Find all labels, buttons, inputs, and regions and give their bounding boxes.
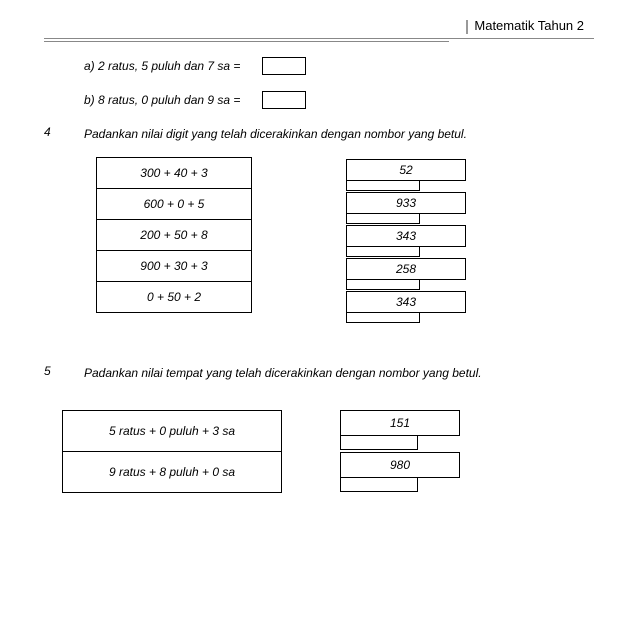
q4-right-tab [346, 280, 420, 290]
q4-left-cell: 300 + 40 + 3 [96, 157, 252, 189]
header-title: Matematik Tahun 2 [474, 18, 584, 33]
q5-right-column: 151 980 [340, 410, 460, 494]
q4-right-tab [346, 247, 420, 257]
header-rule [44, 41, 449, 42]
q4-match-area: 300 + 40 + 3 600 + 0 + 5 200 + 50 + 8 90… [96, 157, 594, 324]
q4-right-tab [346, 313, 420, 323]
q4-right-cell: 343 [346, 291, 466, 323]
q4-right-cell: 933 [346, 192, 466, 224]
q4-right-tab [346, 214, 420, 224]
answer-box-b[interactable] [262, 91, 306, 109]
q4-right-column: 52 933 343 258 343 [346, 159, 466, 324]
q4-left-column: 300 + 40 + 3 600 + 0 + 5 200 + 50 + 8 90… [96, 157, 252, 324]
question-4-number: 4 [44, 125, 84, 139]
q4-left-cell: 200 + 50 + 8 [96, 219, 252, 251]
q4-right-value: 343 [346, 291, 466, 313]
q5-right-tab [340, 478, 418, 492]
q4-left-cell: 600 + 0 + 5 [96, 188, 252, 220]
q4-left-cell: 900 + 30 + 3 [96, 250, 252, 282]
q5-left-cell: 5 ratus + 0 puluh + 3 sa [62, 410, 282, 452]
worksheet-page: Matematik Tahun 2 a) 2 ratus, 5 puluh da… [0, 0, 638, 494]
q5-right-cell: 980 [340, 452, 460, 494]
q4-right-value: 933 [346, 192, 466, 214]
q4-left-cell: 0 + 50 + 2 [96, 281, 252, 313]
q5-right-value: 980 [340, 452, 460, 478]
q4-right-cell: 52 [346, 159, 466, 191]
q4-right-cell: 343 [346, 225, 466, 257]
q4-right-tab [346, 181, 420, 191]
q5-right-tab [340, 436, 418, 450]
question-4-row: 4 Padankan nilai digit yang telah dicera… [44, 125, 594, 143]
q5-right-value: 151 [340, 410, 460, 436]
header-bar-icon [466, 20, 468, 34]
question-4-text: Padankan nilai digit yang telah diceraki… [84, 125, 467, 143]
q4-right-value: 52 [346, 159, 466, 181]
q5-left-column: 5 ratus + 0 puluh + 3 sa 9 ratus + 8 pul… [62, 410, 282, 494]
q5-left-cell: 9 ratus + 8 puluh + 0 sa [62, 451, 282, 493]
question-5-number: 5 [44, 364, 84, 378]
question-a-text: a) 2 ratus, 5 puluh dan 7 sa = [84, 59, 240, 73]
answer-box-a[interactable] [262, 57, 306, 75]
question-5-text: Padankan nilai tempat yang telah dicerak… [84, 364, 482, 382]
q5-right-cell: 151 [340, 410, 460, 452]
page-header: Matematik Tahun 2 [44, 18, 594, 39]
q4-right-value: 343 [346, 225, 466, 247]
question-b-text: b) 8 ratus, 0 puluh dan 9 sa = [84, 93, 240, 107]
sub-questions: a) 2 ratus, 5 puluh dan 7 sa = b) 8 ratu… [84, 57, 594, 109]
q4-right-value: 258 [346, 258, 466, 280]
q4-right-cell: 258 [346, 258, 466, 290]
question-a: a) 2 ratus, 5 puluh dan 7 sa = [84, 57, 594, 75]
question-5-row: 5 Padankan nilai tempat yang telah dicer… [44, 364, 594, 382]
question-b: b) 8 ratus, 0 puluh dan 9 sa = [84, 91, 594, 109]
q5-match-area: 5 ratus + 0 puluh + 3 sa 9 ratus + 8 pul… [62, 410, 594, 494]
